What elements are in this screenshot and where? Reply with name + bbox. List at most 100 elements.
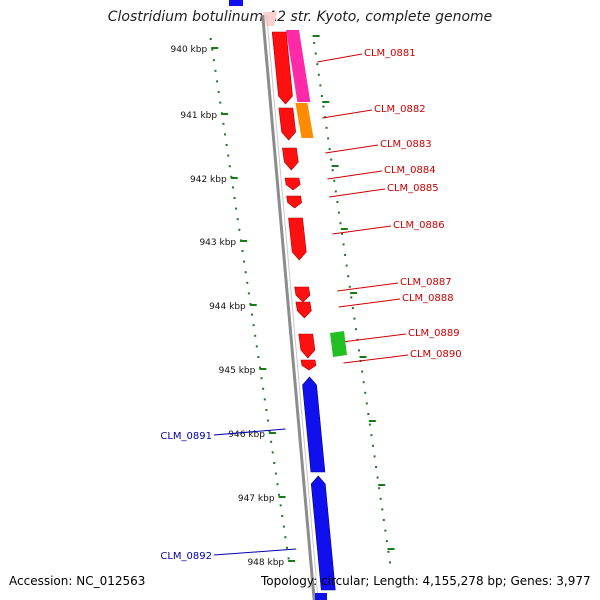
gene-label-leader bbox=[213, 548, 297, 556]
gene-arrow-forward bbox=[282, 147, 299, 171]
ruler-minor-tick bbox=[222, 122, 225, 125]
gene-arrow-forward bbox=[300, 359, 317, 371]
ruler-minor-tick bbox=[334, 190, 337, 193]
ruler-label: 943 kbp bbox=[199, 238, 236, 248]
ruler-minor-tick bbox=[341, 232, 344, 235]
gene-arrow-reverse bbox=[310, 475, 336, 591]
ruler-minor-tick bbox=[362, 381, 365, 384]
ruler-minor-tick bbox=[274, 472, 277, 475]
ruler-label: 944 kbp bbox=[209, 302, 246, 312]
ruler-minor-tick bbox=[281, 515, 284, 517]
ruler-label: 941 kbp bbox=[180, 111, 217, 121]
gene-label: CLM_0887 bbox=[400, 277, 452, 288]
ruler-minor-tick bbox=[286, 546, 289, 549]
ruler-minor-tick bbox=[353, 317, 356, 320]
magenta-feature bbox=[286, 30, 311, 102]
ruler-minor-tick bbox=[217, 91, 220, 93]
ruler-minor-tick bbox=[361, 370, 364, 373]
green-feature bbox=[330, 331, 347, 357]
gene-label: CLM_0891 bbox=[160, 431, 212, 442]
ruler-minor-tick bbox=[211, 48, 214, 51]
gene-label: CLM_0888 bbox=[402, 293, 454, 304]
ruler-minor-tick bbox=[257, 356, 260, 358]
gene-arrow-forward bbox=[284, 177, 301, 191]
ruler-minor-tick bbox=[209, 38, 212, 40]
ruler-minor-tick bbox=[230, 175, 233, 178]
ruler-minor-tick bbox=[328, 148, 331, 150]
gene-label: CLM_0883 bbox=[380, 139, 432, 150]
gene-label-leader bbox=[329, 188, 386, 198]
gene-label: CLM_0886 bbox=[393, 220, 445, 231]
ruler-minor-tick bbox=[284, 536, 287, 539]
ruler-minor-tick bbox=[342, 243, 345, 246]
ruler-minor-tick bbox=[368, 423, 371, 426]
ruler-minor-tick bbox=[227, 154, 230, 157]
ruler-minor-tick bbox=[268, 430, 271, 433]
gene-arrow-forward bbox=[286, 195, 302, 209]
gene-label-leader bbox=[337, 282, 399, 292]
accession-text: Accession: NC_012563 bbox=[9, 574, 146, 588]
ruler-minor-tick bbox=[317, 73, 320, 76]
ruler-minor-tick bbox=[254, 334, 257, 337]
ruler-minor-tick bbox=[384, 529, 387, 532]
ruler-label: 940 kbp bbox=[171, 45, 208, 55]
ruler-minor-tick bbox=[263, 398, 266, 401]
ruler-minor-tick bbox=[258, 366, 261, 369]
ruler-minor-tick bbox=[344, 254, 347, 256]
top-partial-gene bbox=[263, 12, 277, 26]
ruler-minor-tick bbox=[358, 349, 361, 352]
ruler-minor-tick bbox=[316, 63, 319, 66]
ruler-minor-tick bbox=[382, 519, 385, 521]
gene-arrow-forward bbox=[295, 301, 312, 319]
ruler-label: 947 kbp bbox=[238, 494, 275, 504]
ruler-minor-tick bbox=[370, 434, 373, 437]
ruler-minor-tick bbox=[347, 275, 350, 278]
ruler-minor-tick bbox=[236, 218, 239, 221]
gene-label-leader bbox=[338, 298, 401, 308]
ruler-minor-tick bbox=[212, 59, 215, 62]
ruler-minor-tick bbox=[319, 84, 322, 87]
ruler-minor-tick bbox=[255, 345, 258, 348]
gene-arrow-forward bbox=[298, 333, 316, 359]
gene-label: CLM_0889 bbox=[408, 328, 460, 339]
map-title: Clostridium botulinum A2 str. Kyoto, com… bbox=[107, 9, 493, 25]
gene-arrow-forward bbox=[288, 217, 307, 261]
ruler-minor-tick bbox=[381, 508, 384, 511]
ruler-minor-tick bbox=[320, 95, 323, 97]
ruler-minor-tick bbox=[345, 264, 348, 267]
ruler-minor-tick bbox=[252, 324, 255, 327]
gene-arrow-reverse bbox=[302, 376, 326, 473]
ruler-minor-tick bbox=[265, 409, 268, 411]
ruler-minor-tick bbox=[278, 493, 281, 496]
gene-label: CLM_0884 bbox=[384, 165, 436, 176]
ruler-minor-tick bbox=[331, 169, 334, 172]
gene-arrow-forward bbox=[278, 107, 296, 141]
gene-label-leader bbox=[332, 225, 392, 235]
ruler-minor-tick bbox=[367, 413, 370, 415]
ruler-minor-tick bbox=[364, 391, 367, 394]
ruler-minor-tick bbox=[282, 525, 285, 528]
ruler-minor-tick bbox=[322, 105, 325, 108]
ruler-minor-tick bbox=[241, 250, 244, 252]
ruler-minor-tick bbox=[385, 540, 388, 543]
ruler-minor-tick bbox=[270, 440, 273, 443]
ruler-minor-tick bbox=[260, 377, 263, 380]
ruler-minor-tick bbox=[233, 197, 236, 199]
ruler-minor-tick bbox=[375, 466, 378, 468]
ruler-minor-tick bbox=[235, 207, 238, 210]
ruler-minor-tick bbox=[225, 144, 228, 146]
ruler-minor-tick bbox=[339, 222, 342, 225]
gene-arrow-forward bbox=[294, 286, 311, 303]
ruler-minor-tick bbox=[387, 550, 390, 553]
gene-label-leader bbox=[325, 144, 379, 154]
gene-label-leader bbox=[327, 170, 383, 180]
ruler-minor-tick bbox=[314, 52, 317, 55]
ruler-minor-tick bbox=[287, 557, 290, 560]
gene-label: CLM_0881 bbox=[364, 48, 416, 59]
gene-label-leader bbox=[317, 53, 363, 63]
ruler-minor-tick bbox=[325, 126, 328, 129]
ruler-minor-tick bbox=[238, 228, 241, 231]
ruler-minor-tick bbox=[247, 292, 250, 295]
ruler-label: 946 kbp bbox=[228, 430, 265, 440]
